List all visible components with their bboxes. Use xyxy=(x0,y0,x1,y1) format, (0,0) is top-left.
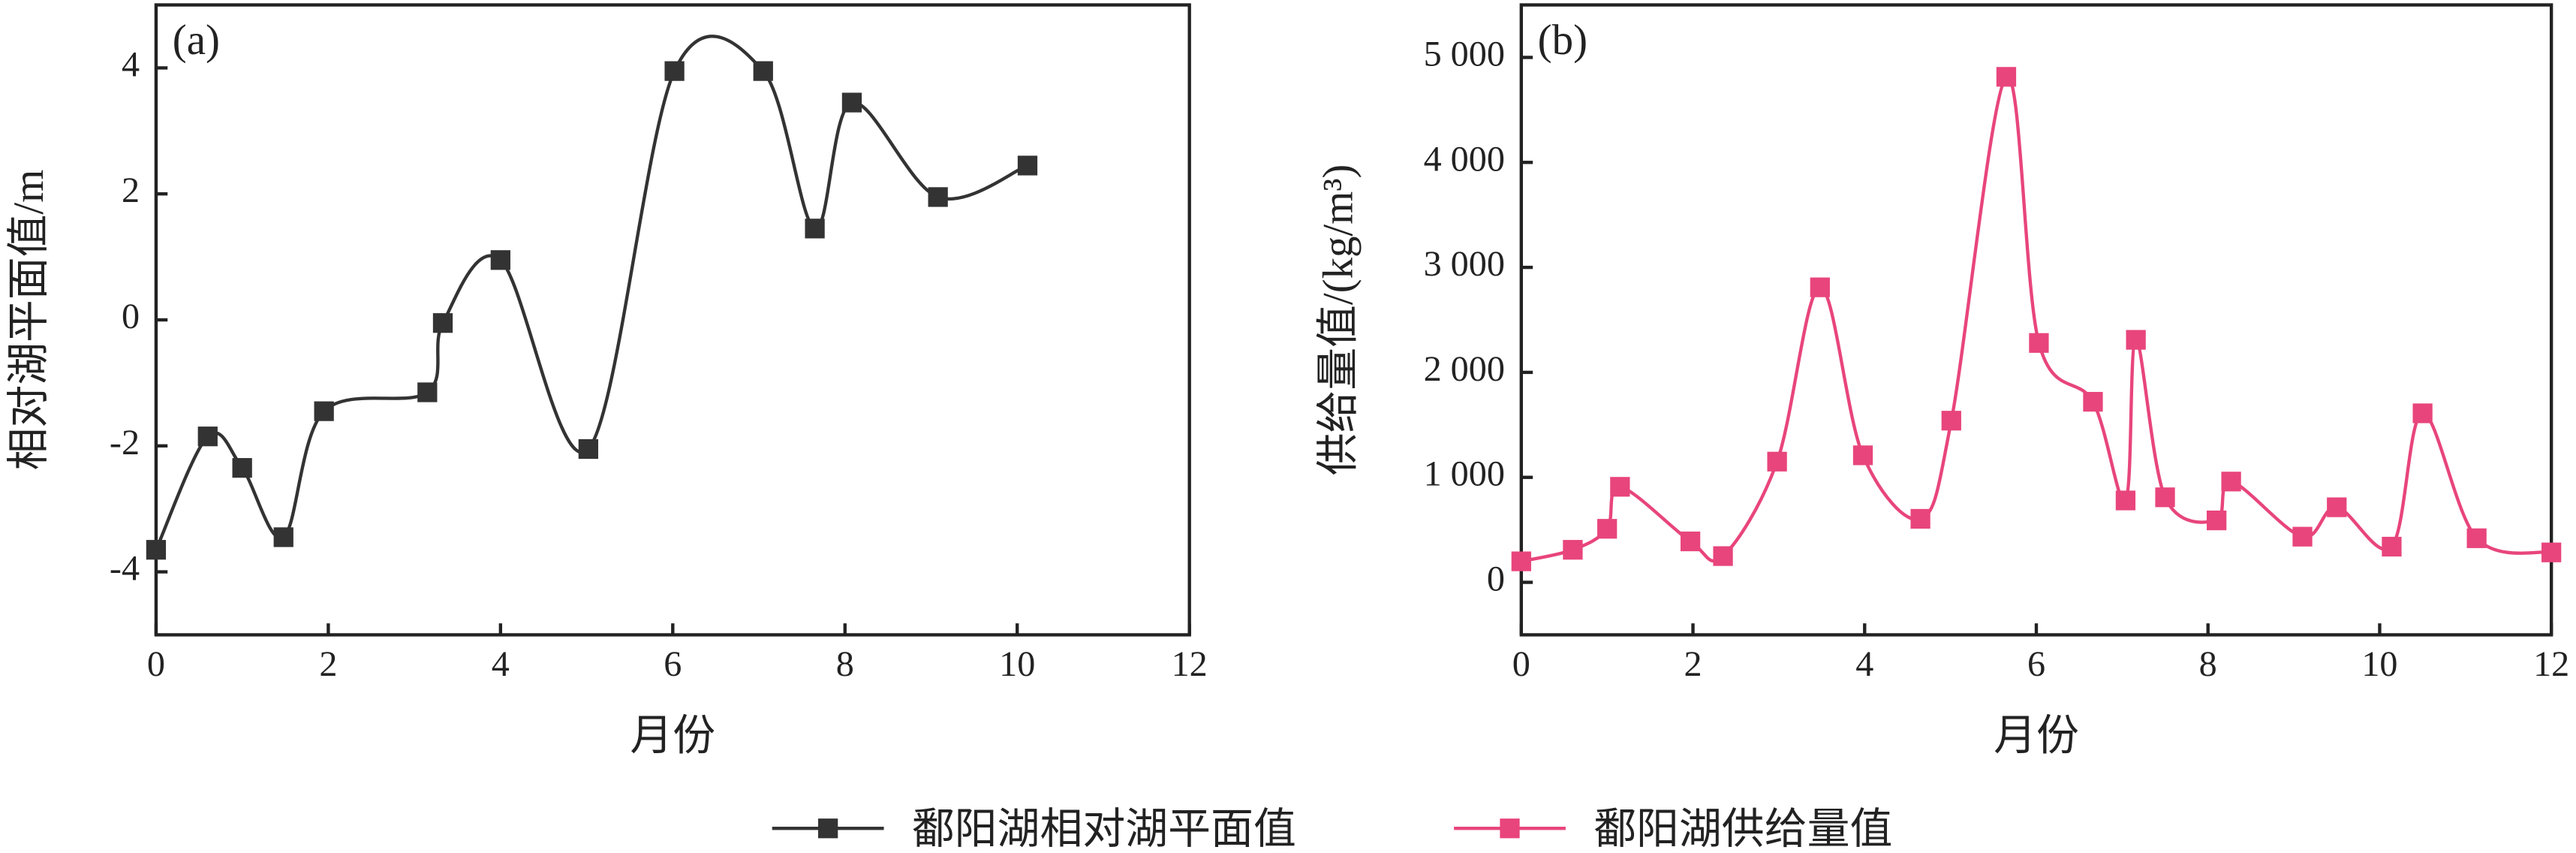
x-tick-label: 8 xyxy=(2199,644,2217,684)
x-tick-label: 4 xyxy=(492,644,510,684)
y-tick-label: -4 xyxy=(110,549,140,589)
x-tick-label: 2 xyxy=(319,644,337,684)
x-tick-label: 0 xyxy=(147,644,165,684)
marker xyxy=(1563,540,1583,560)
marker xyxy=(2382,536,2402,557)
marker xyxy=(314,401,334,421)
marker xyxy=(232,458,252,478)
marker xyxy=(2541,542,2562,562)
x-axis-label: 月份 xyxy=(1994,712,2079,759)
x-tick-label: 10 xyxy=(2361,644,2397,684)
marker xyxy=(1017,155,1038,176)
marker xyxy=(2466,528,2487,548)
marker xyxy=(490,250,510,270)
y-tick-label: -2 xyxy=(110,423,140,463)
marker xyxy=(2029,333,2049,353)
marker xyxy=(1680,531,1701,552)
y-tick-label: 4 000 xyxy=(1424,139,1505,179)
x-tick-label: 12 xyxy=(2533,644,2569,684)
series-line xyxy=(1521,74,2552,563)
y-axis-label: 相对湖平面值/m xyxy=(5,170,53,471)
marker xyxy=(1597,519,1618,539)
y-tick-label: 3 000 xyxy=(1424,244,1505,284)
marker xyxy=(1996,67,2017,87)
marker xyxy=(2126,330,2146,350)
x-tick-label: 6 xyxy=(664,644,682,684)
series-line xyxy=(154,35,1028,551)
y-tick-label: 0 xyxy=(1487,559,1505,599)
legend-marker xyxy=(818,818,838,839)
marker xyxy=(1852,445,1873,466)
y-tick-label: 1 000 xyxy=(1424,454,1505,494)
marker xyxy=(2083,391,2103,412)
x-tick-label: 6 xyxy=(2027,644,2045,684)
marker xyxy=(2115,490,2136,511)
marker xyxy=(2207,510,2227,531)
plot-frame xyxy=(154,3,1191,637)
x-tick-label: 2 xyxy=(1684,644,1702,684)
marker xyxy=(805,219,825,239)
panel-label: (a) xyxy=(173,17,220,64)
y-tick-label: 2 000 xyxy=(1424,349,1505,389)
marker xyxy=(2327,497,2347,517)
marker xyxy=(2155,487,2175,508)
marker xyxy=(1810,277,1830,297)
marker xyxy=(2292,526,2313,547)
marker xyxy=(1767,451,1787,472)
marker xyxy=(1713,546,1733,566)
x-tick-label: 0 xyxy=(1512,644,1530,684)
marker xyxy=(146,540,167,560)
marker xyxy=(1511,551,1531,571)
legend-marker xyxy=(1500,818,1520,839)
y-axis-label: 供给量值/(kg/m³) xyxy=(1314,164,1362,476)
marker xyxy=(928,187,948,207)
legend-label: 鄱阳湖相对湖平面值 xyxy=(912,806,1296,853)
y-tick-label: 5 000 xyxy=(1424,35,1505,74)
y-tick-label: 2 xyxy=(122,170,140,210)
marker xyxy=(578,439,599,460)
marker xyxy=(2221,472,2241,492)
marker xyxy=(197,426,218,447)
x-axis-label: 月份 xyxy=(630,712,715,759)
marker xyxy=(1910,508,1930,529)
x-tick-label: 12 xyxy=(1172,644,1208,684)
y-tick-label: 0 xyxy=(122,297,140,336)
x-tick-label: 8 xyxy=(836,644,854,684)
marker xyxy=(432,313,453,333)
legend-label: 鄱阳湖供给量值 xyxy=(1593,806,1892,853)
marker xyxy=(664,61,685,81)
marker xyxy=(1610,477,1630,497)
marker xyxy=(753,61,773,81)
panel-label: (b) xyxy=(1538,17,1587,64)
x-tick-label: 10 xyxy=(999,644,1035,684)
y-tick-label: 4 xyxy=(122,45,140,85)
x-tick-label: 4 xyxy=(1855,644,1873,684)
marker xyxy=(2412,403,2433,423)
marker xyxy=(273,527,293,547)
marker xyxy=(417,382,438,402)
marker xyxy=(841,92,862,113)
marker xyxy=(1941,411,1961,431)
